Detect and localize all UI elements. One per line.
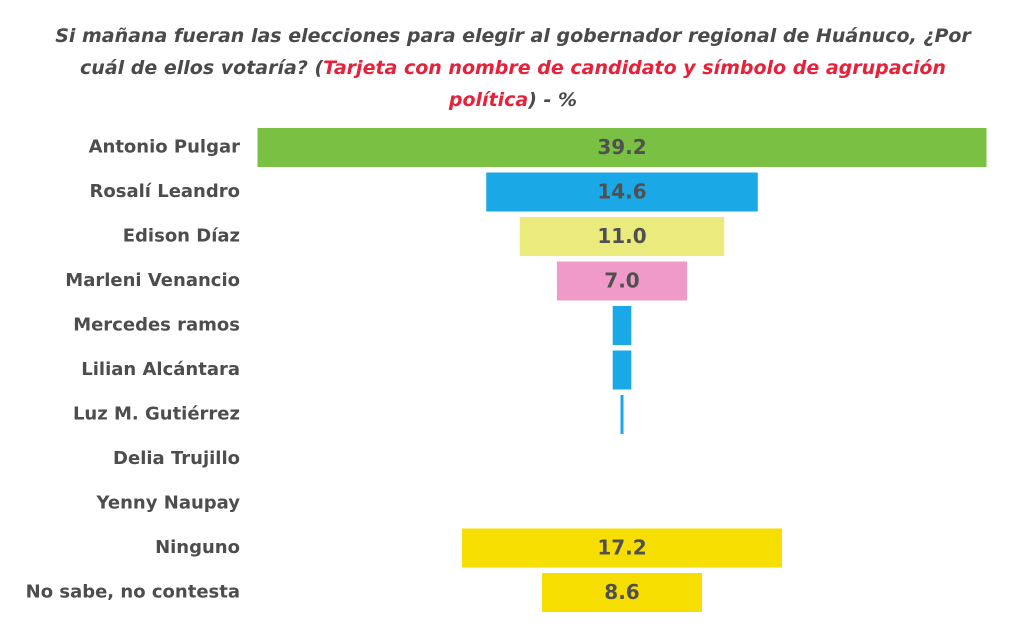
category-label: Edison Díaz: [123, 226, 240, 247]
chart-title: Si mañana fueran las elecciones para ele…: [40, 20, 986, 116]
chart-title-part2: ) - %: [528, 89, 578, 111]
category-label: Antonio Pulgar: [89, 137, 241, 158]
category-label: Lilian Alcántara: [81, 359, 240, 380]
category-label: Yenny Naupay: [96, 493, 241, 514]
category-label: Delia Trujillo: [113, 448, 240, 469]
category-label: Luz M. Gutiérrez: [73, 404, 240, 425]
bar: [542, 573, 702, 612]
data-label: 11.0: [597, 224, 646, 248]
bar: [519, 217, 725, 256]
category-label: Mercedes ramos: [73, 315, 240, 336]
bar: [620, 395, 624, 434]
bar: [462, 528, 782, 568]
category-label: Rosalí Leandro: [90, 181, 240, 202]
bar: [257, 128, 987, 167]
category-label: No sabe, no contesta: [26, 582, 240, 603]
data-label: 39.2: [597, 135, 646, 159]
bar: [486, 172, 758, 212]
bar: [612, 306, 632, 345]
category-label: Marleni Venancio: [65, 270, 240, 291]
data-label: 8.6: [604, 580, 639, 604]
chart-title-part1: Si mañana fueran las elecciones para ele…: [55, 25, 971, 79]
category-label: Ninguno: [155, 537, 240, 558]
bar: [556, 261, 688, 301]
chart-title-highlight: Tarjeta con nombre de candidato y símbol…: [323, 57, 946, 111]
data-label: 17.2: [597, 536, 646, 560]
data-label: 14.6: [597, 180, 646, 204]
bar: [612, 350, 632, 390]
data-label: 7.0: [604, 269, 639, 293]
